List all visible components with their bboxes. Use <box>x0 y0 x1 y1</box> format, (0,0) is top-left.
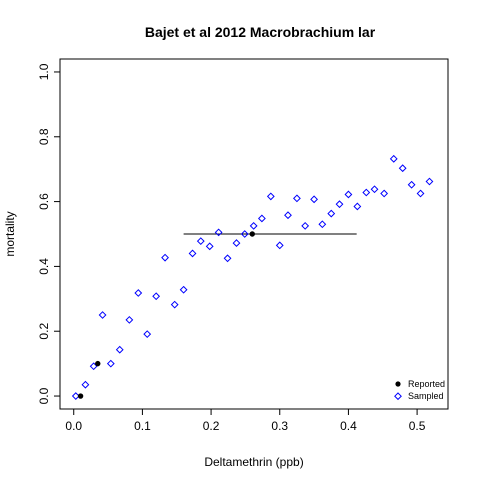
y-tick-label: 0.8 <box>37 128 51 145</box>
sampled-point <box>98 311 107 319</box>
legend-reported-marker <box>395 381 401 387</box>
sampled-point <box>335 200 344 209</box>
sampled-point <box>362 188 371 197</box>
legend: Reported Sampled <box>394 379 445 401</box>
sampled-point <box>310 195 318 204</box>
x-tick-label: 0.4 <box>340 419 357 433</box>
y-axis: 0.0 0.2 0.4 0.6 0.8 1.0 <box>37 63 60 404</box>
sampled-point <box>188 249 197 258</box>
sampled-point <box>353 202 362 211</box>
sampled-point <box>380 189 389 198</box>
y-tick-label: 0.6 <box>37 193 51 210</box>
sampled-point <box>240 230 249 238</box>
sampled-point <box>161 253 169 262</box>
sampled-point <box>106 359 115 368</box>
sampled-point <box>398 164 407 173</box>
sampled-point <box>257 214 266 223</box>
chart-title: Bajet et al 2012 Macrobrachium lar <box>145 24 376 40</box>
sampled-point <box>170 300 179 309</box>
sampled-point <box>214 228 223 237</box>
sampled-point <box>416 189 425 198</box>
sampled-point <box>301 221 310 230</box>
sampled-point <box>370 185 379 194</box>
sampled-point <box>284 211 292 220</box>
x-axis: 0.0 0.1 0.2 0.3 0.4 0.5 <box>65 409 426 433</box>
x-axis-label: Deltamethrin (ppb) <box>204 455 303 469</box>
sampled-point <box>407 180 416 189</box>
sampled-point <box>205 242 214 251</box>
sampled-point <box>223 254 232 263</box>
legend-sampled-label: Sampled <box>408 391 444 401</box>
reported-point <box>249 231 255 237</box>
points-layer <box>71 154 434 400</box>
sampled-point <box>179 285 188 294</box>
y-tick-label: 0.0 <box>37 387 51 404</box>
x-tick-label: 0.2 <box>203 419 220 433</box>
x-tick-label: 0.0 <box>65 419 82 433</box>
x-tick-label: 0.3 <box>271 419 288 433</box>
sampled-point <box>152 292 161 301</box>
x-tick-label: 0.5 <box>409 419 426 433</box>
reported-point <box>77 393 84 399</box>
legend-sampled-marker <box>394 392 402 401</box>
sampled-point <box>389 154 398 163</box>
legend-reported-label: Reported <box>408 379 445 389</box>
sampled-point <box>344 190 353 199</box>
sampled-point <box>232 239 241 247</box>
y-axis-label: mortality <box>3 211 17 256</box>
sampled-point <box>81 380 90 389</box>
sampled-point <box>125 315 134 324</box>
sampled-point <box>143 330 152 339</box>
sampled-point <box>249 221 258 230</box>
sampled-point <box>266 192 275 201</box>
sampled-point <box>318 220 327 229</box>
sampled-point <box>293 194 301 203</box>
sampled-point <box>134 289 143 297</box>
y-tick-label: 0.2 <box>37 323 51 340</box>
reported-point <box>95 360 101 367</box>
sampled-point <box>71 392 80 400</box>
plot-frame <box>59 58 449 410</box>
sampled-point <box>275 241 284 250</box>
y-tick-label: 0.4 <box>37 258 51 275</box>
sampled-point <box>196 237 205 246</box>
sampled-point <box>425 177 434 186</box>
sampled-point <box>327 209 336 218</box>
y-tick-label: 1.0 <box>37 63 51 80</box>
x-tick-label: 0.1 <box>134 419 151 433</box>
sampled-point <box>115 345 124 354</box>
